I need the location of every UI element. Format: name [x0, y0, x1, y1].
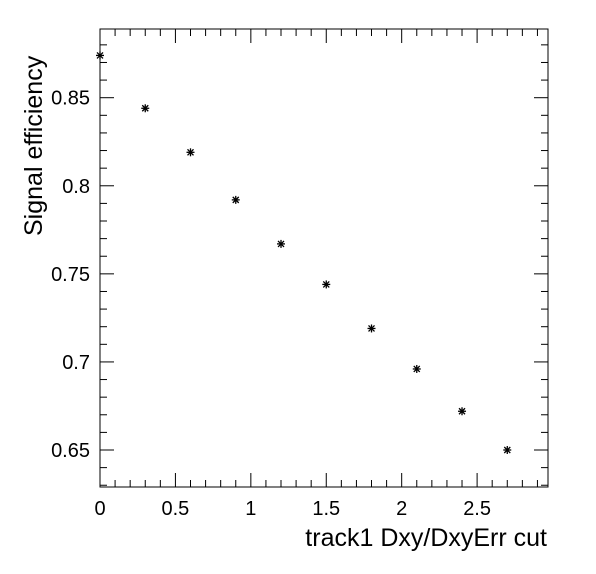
data-point — [412, 364, 421, 373]
x-tick-label: 2.5 — [463, 498, 491, 520]
y-tick-label: 0.75 — [51, 264, 90, 286]
data-point — [503, 446, 512, 455]
data-point — [231, 195, 240, 204]
x-tick-label: 0 — [94, 498, 105, 520]
data-point — [458, 407, 467, 416]
data-point — [186, 148, 195, 157]
data-point — [141, 104, 150, 113]
y-tick-label: 0.85 — [51, 88, 90, 110]
x-tick-label: 1.5 — [312, 498, 340, 520]
y-tick-label: 0.7 — [62, 352, 90, 374]
x-tick-labels: 0 0.5 1 1.5 2 2.5 — [94, 498, 491, 520]
axis-ticks — [99, 29, 548, 487]
data-points — [96, 51, 512, 455]
y-tick-labels: 0.65 0.7 0.75 0.8 0.85 — [51, 88, 90, 462]
data-point — [322, 280, 331, 289]
data-point — [367, 324, 376, 333]
x-tick-label: 0.5 — [162, 498, 190, 520]
x-tick-label: 1 — [245, 498, 256, 520]
y-axis-title: Signal efficiency — [20, 55, 48, 236]
data-point — [277, 239, 286, 248]
plot-frame — [99, 28, 549, 488]
data-point — [96, 51, 104, 60]
x-axis-title: track1 Dxy/DxyErr cut — [305, 524, 547, 552]
y-tick-label: 0.8 — [62, 176, 90, 198]
x-tick-label: 2 — [396, 498, 407, 520]
y-tick-label: 0.65 — [51, 440, 90, 462]
